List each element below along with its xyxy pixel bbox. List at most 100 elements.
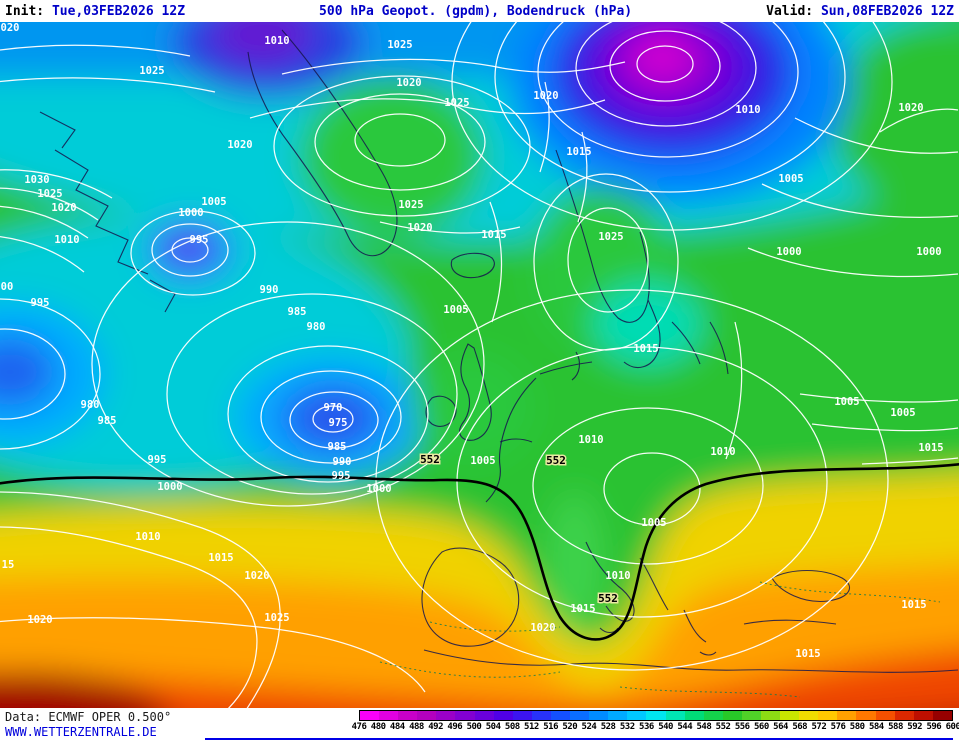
pressure-label: 1025 xyxy=(387,39,412,51)
colorbar-tick: 484 xyxy=(389,722,405,732)
pressure-label: 1020 xyxy=(533,90,558,102)
pressure-label: 15 xyxy=(2,559,15,571)
colorbar-ticks: 476 480 484 488 492 496 500 504 508 512 516 520 524 5… xyxy=(352,721,959,734)
colorbar-tick: 524 xyxy=(581,722,597,732)
pressure-label: 1030 xyxy=(24,174,49,186)
colorbar-tick: 560 xyxy=(753,722,769,732)
footer-bar: Data: ECMWF OPER 0.500° WWW.WETTERZENTRA… xyxy=(0,708,959,741)
colorbar-swatch xyxy=(684,711,704,720)
geopotential-labels: 552 552 552 xyxy=(419,452,620,607)
colorbar-swatch xyxy=(780,711,800,720)
pressure-label: 1015 xyxy=(570,603,595,615)
coast-greenland xyxy=(247,29,398,257)
colorbar-swatch xyxy=(589,711,609,720)
pressure-label: 980 xyxy=(307,321,326,333)
colorbar-tick: 588 xyxy=(888,722,903,732)
pressure-label: 980 xyxy=(81,399,100,411)
pressure-label: 1020 xyxy=(244,570,269,582)
init-value: Tue,03FEB2026 12Z xyxy=(51,3,186,19)
colorbar-swatch xyxy=(703,711,723,720)
colorbar-tick: 500 xyxy=(466,722,482,732)
colorbar-tick: 536 xyxy=(639,722,654,732)
colorbar: 476 480 484 488 492 496 500 504 508 512 516 520 524 5… xyxy=(352,710,959,734)
colorbar-swatch xyxy=(837,711,857,720)
coast-baltic-states xyxy=(671,321,729,375)
geopotential-552-contour xyxy=(0,462,959,641)
pressure-label: 995 xyxy=(31,297,50,309)
pressure-label: 995 xyxy=(148,454,167,466)
pressure-label: 020 xyxy=(1,22,20,34)
pressure-label: 1025 xyxy=(444,97,469,109)
colorbar-tick: 576 xyxy=(830,722,846,732)
pressure-label: 1020 xyxy=(51,202,76,214)
colorbar-swatch xyxy=(627,711,647,720)
pressure-label: 1020 xyxy=(396,77,421,89)
isobar-contours xyxy=(0,22,959,708)
coast-turkey xyxy=(743,619,837,625)
data-source: Data: ECMWF OPER 0.500° xyxy=(5,710,172,724)
pressure-label: 985 xyxy=(328,441,347,453)
pressure-label: 1005 xyxy=(470,455,495,467)
colorbar-tick: 564 xyxy=(773,722,788,732)
coast-scandinavia xyxy=(555,149,661,368)
pressure-label: 1020 xyxy=(407,222,432,234)
coast-france xyxy=(485,377,537,503)
colorbar-swatch xyxy=(875,711,895,720)
pressure-label: 00 xyxy=(1,281,14,293)
colorbar-tick: 504 xyxy=(485,722,501,732)
pressure-label: 990 xyxy=(333,456,352,468)
coast-north-africa xyxy=(423,649,959,673)
colorbar-swatch xyxy=(512,711,532,720)
pressure-label: 1015 xyxy=(918,442,943,454)
pressure-label: 1010 xyxy=(735,104,760,116)
colorbar-swatch xyxy=(570,711,590,720)
pressure-label: 1025 xyxy=(598,231,623,243)
pressure-label: 1020 xyxy=(227,139,252,151)
colorbar-tick: 516 xyxy=(543,722,558,732)
colorbar-tick: 528 xyxy=(600,722,616,732)
colorbar-swatch xyxy=(894,711,914,720)
pressure-label: 1015 xyxy=(208,552,233,564)
header-bar: Init: Tue,03FEB2026 12Z 500 hPa Geopot. … xyxy=(0,0,959,22)
colorbar-swatch xyxy=(760,711,781,720)
pressure-label: 985 xyxy=(288,306,307,318)
pressure-label: 1000 xyxy=(366,483,391,495)
pressure-label: 1010 xyxy=(54,234,79,246)
colorbar-tick: 556 xyxy=(734,722,750,732)
colorbar-tick: 540 xyxy=(658,722,673,732)
pressure-label: 1000 xyxy=(178,207,203,219)
colorbar-tick: 584 xyxy=(868,722,884,732)
pressure-label: 1005 xyxy=(641,517,666,529)
pressure-label: 1010 xyxy=(710,446,735,458)
pressure-label: 970 xyxy=(324,402,343,414)
pressure-labels: 0201025102010101030102510201010100510009… xyxy=(1,22,944,660)
colorbar-tick: 568 xyxy=(792,722,808,732)
colorbar-swatches xyxy=(359,710,953,721)
pressure-label: 1025 xyxy=(264,612,289,624)
colorbar-swatch xyxy=(379,711,399,720)
colorbar-swatch xyxy=(608,711,628,720)
colorbar-swatch xyxy=(818,711,838,720)
pressure-label: 1010 xyxy=(605,570,630,582)
pressure-label: 1005 xyxy=(201,196,226,208)
colorbar-tick: 508 xyxy=(504,722,520,732)
pressure-label: 1015 xyxy=(566,146,591,158)
pressure-label: 995 xyxy=(190,234,209,246)
colorbar-tick: 552 xyxy=(715,722,731,732)
footer-divider-line xyxy=(205,738,953,740)
colorbar-swatch xyxy=(722,711,742,720)
colorbar-swatch xyxy=(932,711,952,720)
pressure-label: 1005 xyxy=(890,407,915,419)
colorbar-swatch xyxy=(856,711,876,720)
pressure-label: 1015 xyxy=(795,648,820,660)
pressure-label: 1020 xyxy=(27,614,52,626)
colorbar-tick: 480 xyxy=(370,722,386,732)
coast-ireland xyxy=(425,395,457,427)
colorbar-swatch xyxy=(646,711,666,720)
colorbar-swatch xyxy=(550,711,571,720)
valid-label: Valid: xyxy=(766,3,814,19)
colorbar-swatch xyxy=(493,711,513,720)
website-link[interactable]: WWW.WETTERZENTRALE.DE xyxy=(5,725,157,739)
colorbar-tick: 572 xyxy=(811,722,827,732)
